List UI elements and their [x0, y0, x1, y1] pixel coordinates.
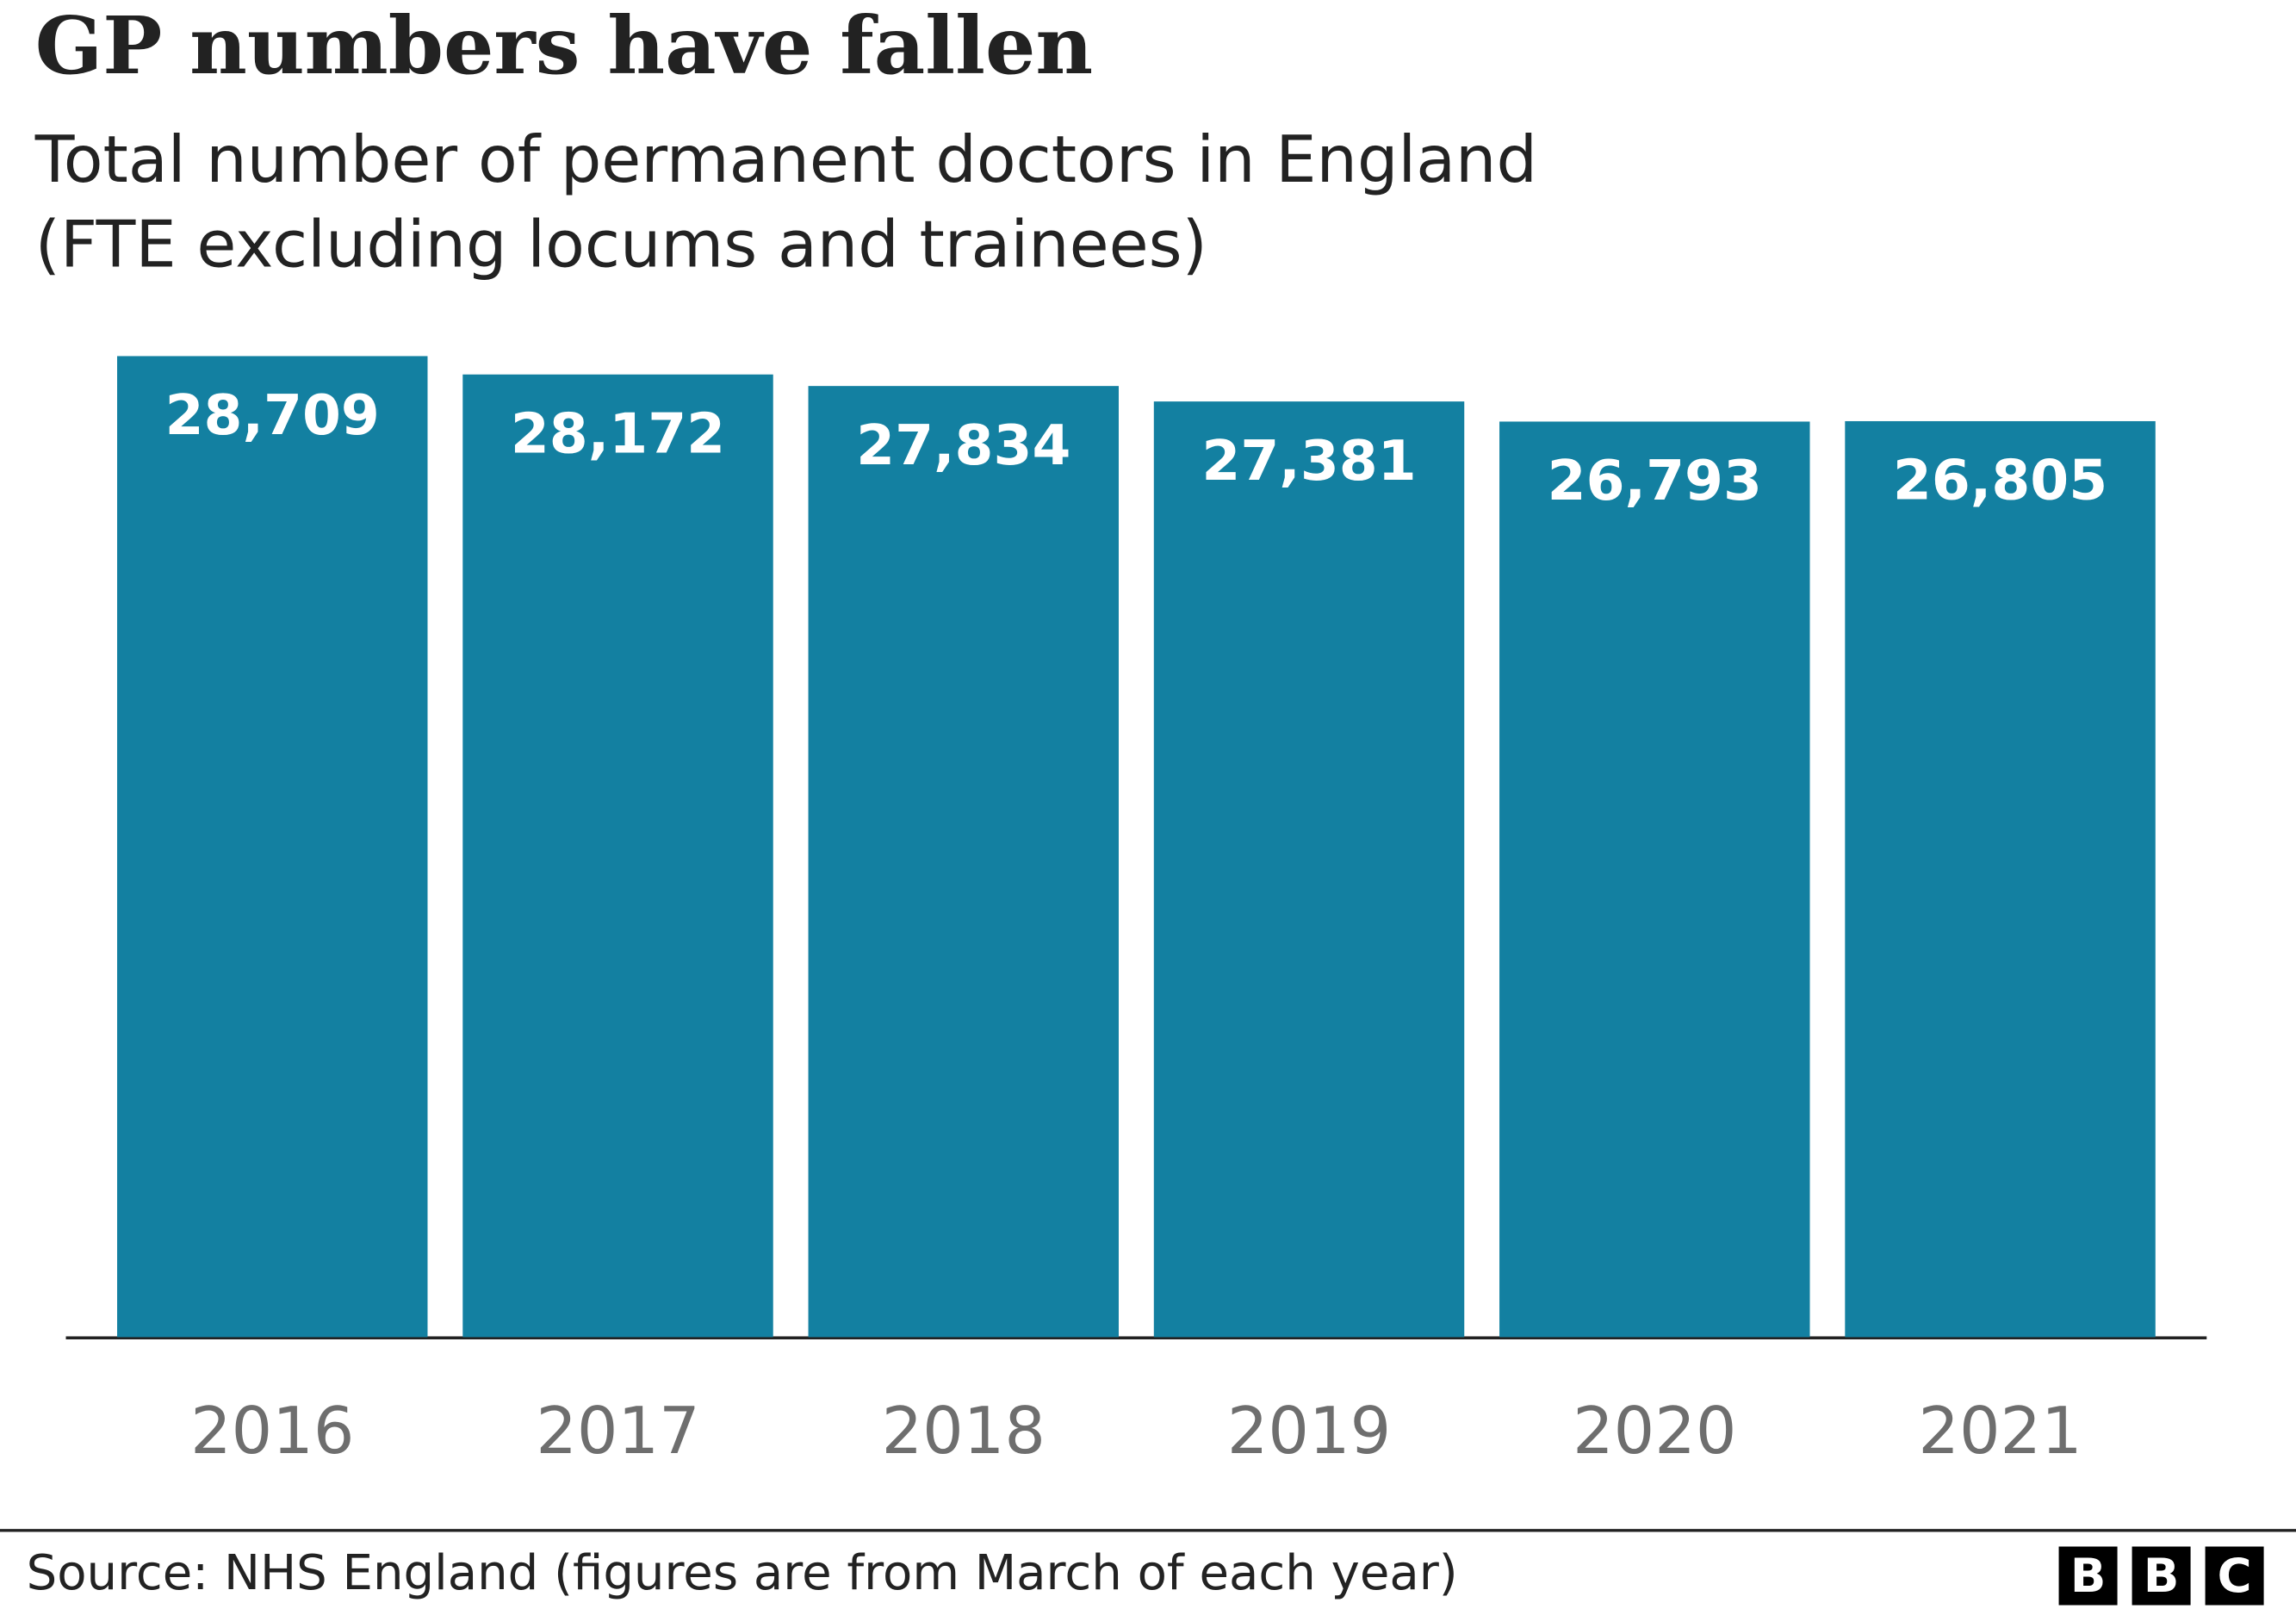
value-label: 26,805 — [1893, 449, 2107, 513]
x-tick-label: 2017 — [536, 1394, 699, 1469]
bar — [462, 374, 773, 1338]
logo-box — [2132, 1546, 2191, 1606]
x-tick-label: 2020 — [1573, 1394, 1736, 1469]
bar — [808, 386, 1119, 1338]
value-label: 28,709 — [165, 383, 380, 448]
bbc-logo: B B C — [2058, 1546, 2264, 1606]
logo-letter: B — [2070, 1549, 2106, 1603]
logo-box — [2058, 1546, 2118, 1606]
x-tick-label: 2021 — [1918, 1394, 2082, 1469]
chart-subtitle: (FTE excluding locums and trainees) — [35, 208, 1207, 283]
bar — [1153, 401, 1465, 1338]
bar — [1845, 420, 2156, 1338]
value-label: 27,834 — [856, 413, 1070, 478]
x-tick-label: 2016 — [190, 1394, 354, 1469]
value-label: 26,793 — [1548, 449, 1762, 513]
logo-letter: C — [2218, 1549, 2252, 1603]
chart-title: GP numbers have fallen — [35, 0, 1093, 92]
logo-letter: B — [2144, 1549, 2179, 1603]
logo-box — [2205, 1546, 2264, 1606]
x-tick-label: 2019 — [1227, 1394, 1391, 1469]
value-label: 27,381 — [1201, 429, 1416, 494]
chart-subtitle: Total number of permanent doctors in Eng… — [34, 122, 1537, 197]
bar — [1499, 421, 1810, 1338]
value-label: 28,172 — [511, 401, 725, 466]
bar — [117, 356, 428, 1338]
source-note: Source: NHS England (figures are from Ma… — [27, 1545, 1458, 1601]
x-tick-label: 2018 — [882, 1394, 1046, 1469]
